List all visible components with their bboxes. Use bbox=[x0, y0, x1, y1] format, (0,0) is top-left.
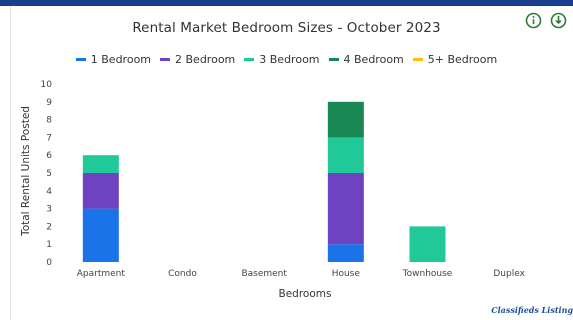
bar-segment[interactable] bbox=[82, 173, 119, 209]
top-bar bbox=[0, 0, 573, 6]
legend-swatch bbox=[160, 58, 171, 61]
legend-label: 1 Bedroom bbox=[90, 53, 152, 66]
y-tick-label: 1 bbox=[46, 240, 52, 250]
y-tick-label: 8 bbox=[46, 116, 52, 126]
y-tick-label: 6 bbox=[46, 151, 52, 161]
info-icon[interactable] bbox=[525, 12, 542, 29]
legend-item[interactable]: 4 Bedroom bbox=[328, 53, 404, 66]
y-tick-label: 9 bbox=[46, 98, 52, 108]
y-tick-label: 4 bbox=[46, 187, 52, 197]
download-icon[interactable] bbox=[550, 12, 567, 29]
legend-label: 4 Bedroom bbox=[343, 53, 404, 66]
y-tick-label: 7 bbox=[46, 133, 52, 143]
legend-label: 5+ Bedroom bbox=[427, 53, 498, 66]
x-tick-label: Townhouse bbox=[402, 269, 453, 279]
bar-segment[interactable] bbox=[327, 137, 364, 173]
info-icon-graphic bbox=[525, 12, 542, 29]
bar-segment[interactable] bbox=[327, 101, 364, 138]
y-tick-label: 5 bbox=[46, 169, 52, 179]
download-icon-graphic bbox=[550, 12, 567, 29]
y-tick-label: 3 bbox=[46, 205, 52, 215]
y-tick-label: 10 bbox=[41, 80, 53, 90]
legend-item[interactable]: 2 Bedroom bbox=[160, 53, 235, 66]
legend-swatch bbox=[328, 58, 339, 61]
x-tick-label: Basement bbox=[241, 269, 287, 279]
legend-label: 2 Bedroom bbox=[175, 53, 236, 66]
y-tick-label: 0 bbox=[46, 258, 52, 268]
legend-item[interactable]: 3 Bedroom bbox=[244, 53, 320, 66]
bar-segment[interactable] bbox=[327, 173, 364, 245]
y-axis-title: Total Rental Units Posted bbox=[20, 106, 32, 237]
bar-segment[interactable] bbox=[82, 155, 119, 173]
bar-segment[interactable] bbox=[409, 226, 446, 262]
bar-segment[interactable] bbox=[327, 244, 364, 262]
legend-label: 3 Bedroom bbox=[259, 53, 320, 66]
credits-link[interactable]: Classifieds Listing bbox=[491, 305, 573, 315]
legend-swatch bbox=[412, 58, 423, 61]
x-tick-label: House bbox=[332, 269, 361, 279]
y-tick-label: 2 bbox=[46, 222, 52, 232]
legend-item[interactable]: 5+ Bedroom bbox=[412, 53, 498, 66]
x-tick-label: Duplex bbox=[493, 269, 525, 279]
legend-swatch bbox=[75, 58, 86, 61]
x-tick-label: Apartment bbox=[77, 269, 126, 279]
bar-segment[interactable] bbox=[82, 208, 119, 262]
legend-item[interactable]: 1 Bedroom bbox=[75, 53, 152, 66]
x-axis-title: Bedrooms bbox=[279, 288, 332, 300]
chart-title: Rental Market Bedroom Sizes - October 20… bbox=[132, 20, 441, 36]
legend-swatch bbox=[244, 58, 255, 61]
x-tick-label: Condo bbox=[168, 269, 197, 279]
chart-legend: 1 Bedroom 2 Bedroom 3 Bedroom 4 Bedroom 5+ B… bbox=[0, 53, 573, 66]
